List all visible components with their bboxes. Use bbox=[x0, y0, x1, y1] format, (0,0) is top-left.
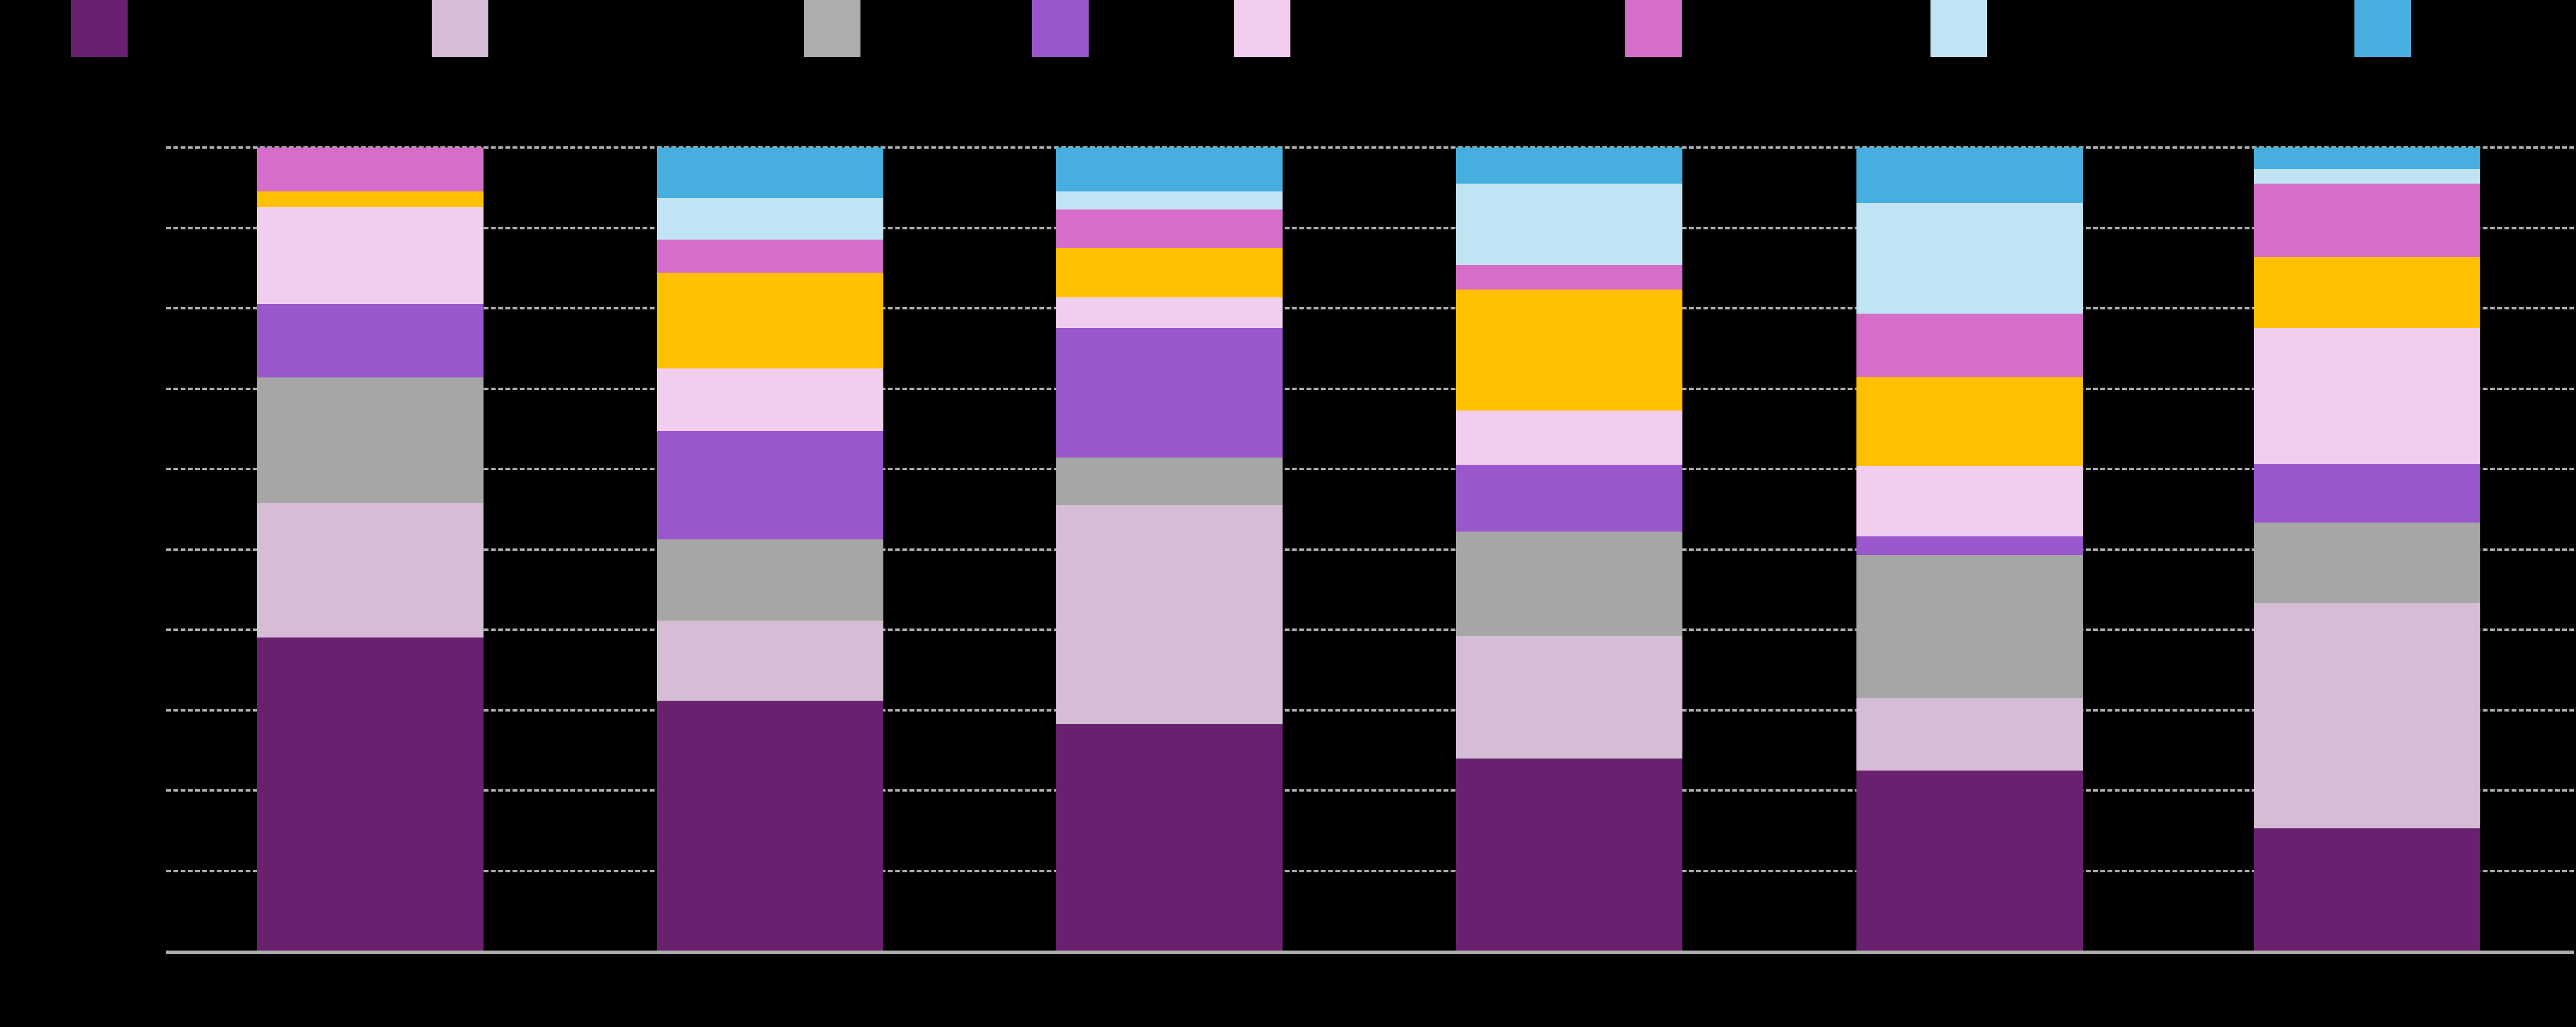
stacked-bar bbox=[657, 147, 883, 951]
bar-segment bbox=[1056, 504, 1283, 724]
y-tick-label: 20% bbox=[115, 778, 157, 801]
stacked-bar bbox=[1856, 147, 2083, 951]
legend-swatch bbox=[2354, 0, 2411, 57]
bar-segment bbox=[257, 377, 484, 504]
bar-segment bbox=[1856, 313, 2083, 377]
bar-segment bbox=[2254, 464, 2480, 523]
gridline bbox=[166, 789, 2574, 792]
bar-segment bbox=[2254, 184, 2480, 257]
bar-segment bbox=[657, 430, 883, 539]
gridline bbox=[166, 548, 2574, 551]
bar-segment bbox=[1056, 191, 1283, 209]
bar-segment bbox=[1856, 465, 2083, 537]
bar-segment bbox=[2254, 828, 2480, 951]
bar-segment bbox=[1456, 264, 1682, 290]
bar-segment bbox=[657, 620, 883, 701]
bar-segment bbox=[2254, 603, 2480, 828]
legend-swatch bbox=[804, 0, 860, 57]
bar-segment bbox=[657, 240, 883, 273]
legend-swatch bbox=[1234, 0, 1290, 57]
bar-segment bbox=[2254, 328, 2480, 464]
y-tick-label: 70% bbox=[115, 376, 157, 400]
stacked-bar bbox=[1056, 147, 1283, 951]
bar-segment bbox=[1056, 147, 1283, 192]
legend-swatch bbox=[1032, 0, 1089, 57]
y-tick-label: 50% bbox=[115, 537, 157, 560]
bar-segment bbox=[257, 503, 484, 638]
bar-segment bbox=[257, 638, 484, 951]
bar-segment bbox=[1056, 457, 1283, 505]
bar-segment bbox=[1456, 411, 1682, 465]
bar-segment bbox=[1456, 184, 1682, 265]
y-tick-label: 30% bbox=[115, 698, 157, 721]
bar-segment bbox=[1056, 724, 1283, 951]
y-tick-label: 100% bbox=[104, 135, 157, 158]
bar-segment bbox=[657, 539, 883, 621]
bar-segment bbox=[1456, 147, 1682, 184]
gridline bbox=[166, 468, 2574, 470]
stacked-bar bbox=[257, 147, 484, 951]
bar-segment bbox=[1856, 377, 2083, 466]
gridline bbox=[166, 709, 2574, 712]
plot-area bbox=[166, 146, 2574, 951]
bar-segment bbox=[1856, 771, 2083, 951]
legend-swatch bbox=[71, 0, 128, 57]
gridline bbox=[166, 226, 2574, 229]
bar-segment bbox=[1456, 464, 1682, 532]
bar-segment bbox=[1056, 247, 1283, 298]
bar-segment bbox=[657, 368, 883, 431]
y-tick-label: 60% bbox=[115, 457, 157, 480]
bar-segment bbox=[2254, 523, 2480, 603]
legend-swatch bbox=[432, 0, 488, 57]
bar-segment bbox=[2254, 147, 2480, 170]
x-axis-line bbox=[166, 951, 2574, 954]
bar-segment bbox=[1456, 635, 1682, 759]
y-tick-label: 0% bbox=[126, 939, 157, 962]
bar-segment bbox=[1056, 297, 1283, 329]
bar-segment bbox=[657, 198, 883, 240]
bar-segment bbox=[2254, 256, 2480, 329]
gridline bbox=[166, 387, 2574, 390]
bar-segment bbox=[1856, 554, 2083, 699]
gridline bbox=[166, 307, 2574, 309]
y-tick-label: 10% bbox=[115, 858, 157, 882]
bar-segment bbox=[657, 147, 883, 199]
stacked-bar bbox=[1456, 147, 1682, 951]
legend-swatch bbox=[1625, 0, 1682, 57]
bar-segment bbox=[257, 191, 484, 207]
stacked-bar bbox=[2254, 147, 2480, 951]
bar-segment bbox=[2254, 169, 2480, 184]
y-tick-label: 90% bbox=[115, 216, 157, 239]
bar-segment bbox=[657, 273, 883, 368]
bar-segment bbox=[257, 206, 484, 305]
bar-segment bbox=[1056, 328, 1283, 458]
gridline bbox=[166, 628, 2574, 631]
bar-segment bbox=[1856, 202, 2083, 314]
gridline bbox=[166, 146, 2574, 149]
bar-segment bbox=[1056, 209, 1283, 248]
bar-segment bbox=[1456, 758, 1682, 951]
bar-segment bbox=[257, 147, 484, 192]
bar-segment bbox=[257, 304, 484, 377]
gridline bbox=[166, 869, 2574, 872]
y-tick-label: 80% bbox=[115, 296, 157, 319]
bar-segment bbox=[1856, 536, 2083, 555]
bar-segment bbox=[1456, 531, 1682, 636]
bar-segment bbox=[1856, 698, 2083, 771]
bar-segment bbox=[1456, 290, 1682, 411]
y-tick-label: 40% bbox=[115, 618, 157, 641]
bar-segment bbox=[657, 700, 883, 951]
bar-segment bbox=[1856, 147, 2083, 203]
legend-swatch bbox=[1930, 0, 1987, 57]
